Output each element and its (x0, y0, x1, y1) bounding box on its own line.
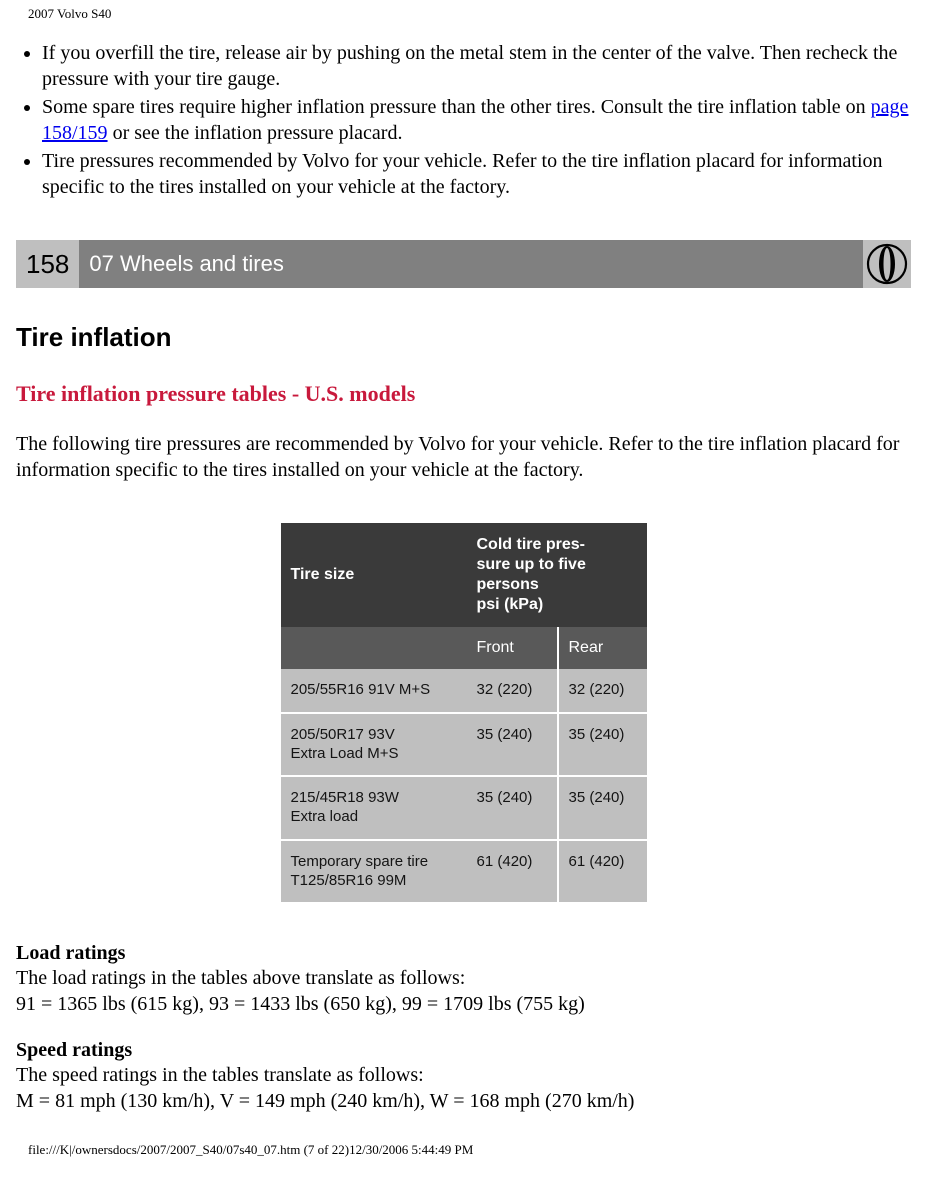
chapter-title: 07 Wheels and tires (79, 240, 863, 288)
bullet-item: Tire pressures recommended by Volvo for … (42, 148, 911, 200)
tire-rear-cell: 32 (220) (557, 669, 647, 714)
tire-size-cell: Temporary spare tire T125/85R16 99M (281, 841, 467, 903)
bullet-item: Some spare tires require higher inflatio… (42, 94, 911, 146)
bullet-text-pre: Some spare tires require higher inflatio… (42, 96, 871, 118)
tire-pressure-table: Tire size Cold tire pres- sure up to fiv… (281, 523, 647, 902)
table-subheader-front: Front (467, 627, 557, 669)
load-ratings-line2: 91 = 1365 lbs (615 kg), 93 = 1433 lbs (6… (16, 991, 911, 1017)
table-heading: Tire inflation pressure tables - U.S. mo… (16, 381, 911, 407)
tire-front-cell: 32 (220) (467, 669, 557, 714)
tire-rear-cell: 35 (240) (557, 777, 647, 841)
tire-front-cell: 61 (420) (467, 841, 557, 903)
bullet-item: If you overfill the tire, release air by… (42, 40, 911, 92)
table-header-size: Tire size (281, 523, 467, 627)
footer-file-path: file:///K|/ownersdocs/2007/2007_S40/07s4… (28, 1142, 911, 1158)
table-header-pressure: Cold tire pres- sure up to five persons … (467, 523, 647, 627)
document-title: 2007 Volvo S40 (28, 6, 911, 22)
table-subheader-rear: Rear (557, 627, 647, 669)
section-banner: 158 07 Wheels and tires (16, 240, 911, 288)
section-heading: Tire inflation (16, 322, 911, 353)
tire-front-cell: 35 (240) (467, 714, 557, 778)
speed-ratings-heading: Speed ratings (16, 1039, 911, 1062)
speed-ratings-line2: M = 81 mph (130 km/h), V = 149 mph (240 … (16, 1088, 911, 1114)
load-ratings-line1: The load ratings in the tables above tra… (16, 965, 911, 991)
speed-ratings-line1: The speed ratings in the tables translat… (16, 1062, 911, 1088)
bullet-list: If you overfill the tire, release air by… (16, 40, 911, 200)
intro-paragraph: The following tire pressures are recomme… (16, 431, 911, 483)
tire-rear-cell: 61 (420) (557, 841, 647, 903)
tire-front-cell: 35 (240) (467, 777, 557, 841)
tire-rear-cell: 35 (240) (557, 714, 647, 778)
tire-size-cell: 215/45R18 93W Extra load (281, 777, 467, 841)
load-ratings-heading: Load ratings (16, 942, 911, 965)
tire-icon (863, 240, 911, 288)
table-subheader-empty (281, 627, 467, 669)
tire-size-cell: 205/50R17 93V Extra Load M+S (281, 714, 467, 778)
bullet-text-post: or see the inflation pressure placard. (108, 122, 403, 144)
tire-size-cell: 205/55R16 91V M+S (281, 669, 467, 714)
page-number: 158 (16, 240, 79, 288)
